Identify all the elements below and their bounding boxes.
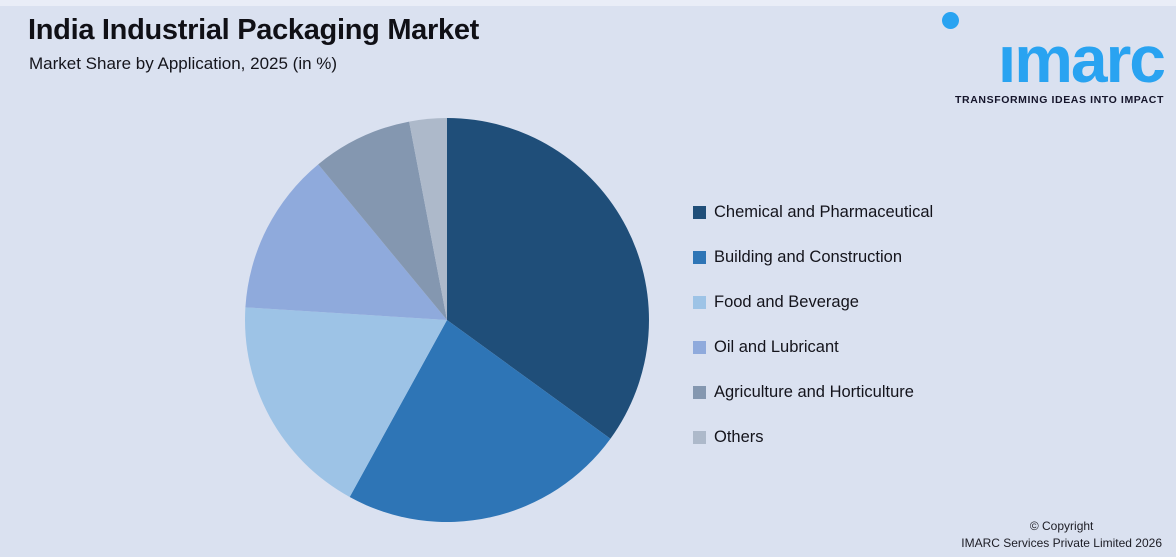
legend-swatch-icon xyxy=(693,385,706,399)
legend: Chemical and Pharmaceutical Building and … xyxy=(693,203,933,473)
legend-item-oil-and-lubricant: Oil and Lubricant xyxy=(693,338,933,356)
pie-chart-svg xyxy=(245,118,649,522)
pie-slice-chemical-and-pharmaceutical xyxy=(447,118,649,439)
legend-label: Building and Construction xyxy=(714,247,903,266)
pie-slice-others xyxy=(409,118,447,320)
page-title: India Industrial Packaging Market xyxy=(28,14,479,46)
header: India Industrial Packaging Market Market… xyxy=(28,14,479,74)
legend-swatch-icon xyxy=(693,250,706,264)
pie-slice-building-and-construction xyxy=(349,320,611,522)
imarc-logo-tagline: TRANSFORMING IDEAS INTO IMPACT xyxy=(955,93,1164,106)
legend-item-others: Others xyxy=(693,428,933,446)
legend-item-agriculture-and-horticulture: Agriculture and Horticulture xyxy=(693,383,933,401)
legend-swatch-icon xyxy=(693,205,706,219)
legend-swatch-icon xyxy=(693,295,706,309)
pie-slice-agriculture-and-horticulture xyxy=(318,121,447,320)
legend-label: Chemical and Pharmaceutical xyxy=(714,202,934,221)
legend-swatch-icon xyxy=(693,430,706,444)
top-edge-strip xyxy=(0,0,1176,6)
pie-chart xyxy=(242,115,652,525)
legend-swatch-icon xyxy=(693,340,706,354)
legend-item-food-and-beverage: Food and Beverage xyxy=(693,293,933,311)
imarc-logo-text: ımarc xyxy=(997,22,1166,96)
copyright-notice: © Copyright IMARC Services Private Limit… xyxy=(961,518,1162,552)
pie-slice-food-and-beverage xyxy=(245,307,447,498)
legend-label: Food and Beverage xyxy=(714,292,859,311)
legend-label: Others xyxy=(714,427,764,446)
legend-label: Oil and Lubricant xyxy=(714,337,839,356)
imarc-logo: ımarc TRANSFORMING IDEAS INTO IMPACT xyxy=(926,8,1166,106)
legend-item-chemical-and-pharmaceutical: Chemical and Pharmaceutical xyxy=(693,203,933,221)
copyright-line1: © Copyright xyxy=(1029,519,1094,533)
legend-item-building-and-construction: Building and Construction xyxy=(693,248,933,266)
imarc-logo-dot-icon xyxy=(942,12,959,29)
page-subtitle: Market Share by Application, 2025 (in %) xyxy=(29,54,338,73)
copyright-line2: IMARC Services Private Limited 2026 xyxy=(961,536,1162,550)
legend-label: Agriculture and Horticulture xyxy=(714,382,914,401)
pie-slice-oil-and-lubricant xyxy=(245,164,447,320)
